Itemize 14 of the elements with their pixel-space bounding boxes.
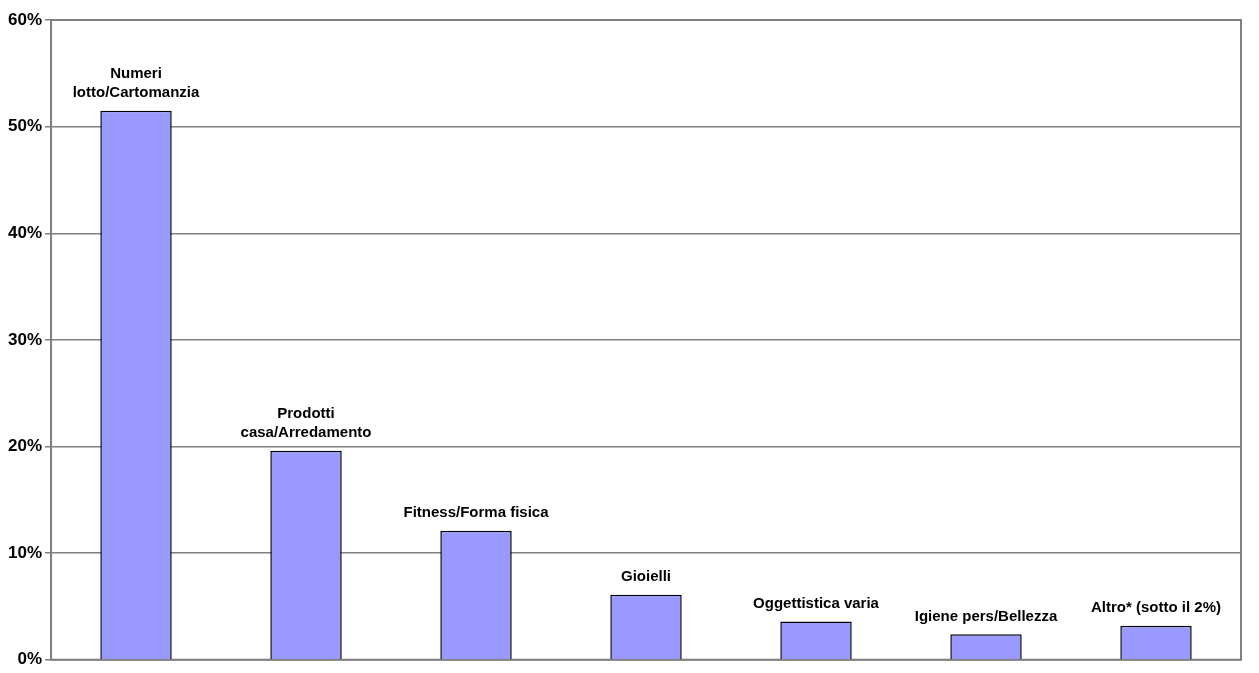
y-tick-label: 40% [7,222,43,242]
x-tick-label: Fitness/Forma fisica [403,503,550,521]
x-tick-label: Igiene pers/Bellezza [914,606,1058,624]
x-tick-label: Altro* (sotto il 2%) [1091,598,1221,616]
y-tick-label: 30% [7,329,43,349]
x-tick-label: Oggettistica varia [753,594,880,612]
x-tick-label: Numeri lotto/Cartomanzia [72,64,201,101]
y-tick-label: 60% [7,9,43,29]
y-tick-label: 20% [7,436,43,456]
x-tick-label: Prodotti casa/Arredamento [240,404,372,441]
y-tick-label: 0% [17,649,43,669]
y-tick-label: 10% [7,542,43,562]
y-tick-label: 50% [7,116,43,136]
x-tick-label: Gioielli [621,567,672,585]
